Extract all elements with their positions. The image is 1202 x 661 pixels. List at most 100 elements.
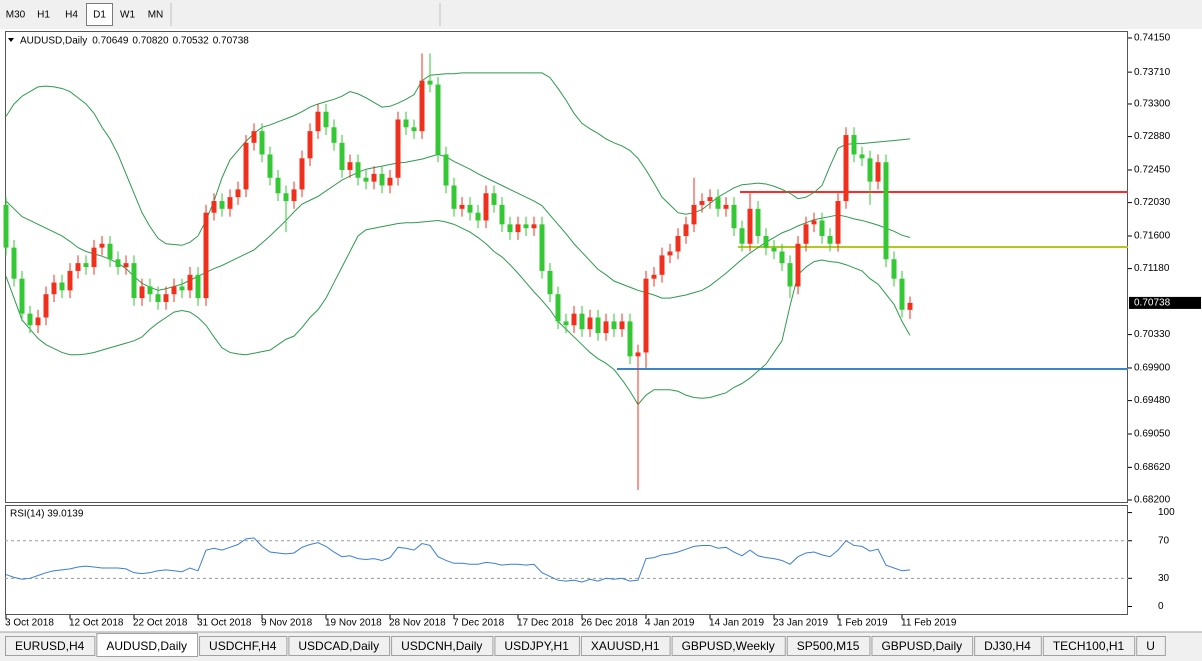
candle-body — [739, 228, 745, 244]
candle-body — [419, 80, 425, 132]
y-tick-label: 0.71600 — [1134, 231, 1171, 242]
candle-body — [715, 197, 721, 209]
candle-body — [435, 84, 441, 155]
symbol-tab-label[interactable]: DJ30,H4 — [984, 639, 1031, 653]
timeframe-label[interactable]: W1 — [120, 10, 135, 21]
candle-body — [363, 177, 369, 182]
candle-body — [531, 224, 537, 229]
symbol-tab-label[interactable]: EURUSD,H4 — [15, 639, 85, 653]
symbol-tab[interactable] — [96, 633, 199, 657]
symbol-tab-label[interactable]: U — [1146, 639, 1155, 653]
symbol-tab[interactable] — [974, 636, 1042, 656]
candle-body — [347, 162, 353, 170]
candle-body — [131, 263, 137, 299]
candle-body — [187, 274, 193, 291]
x-tick-label: 9 Nov 2018 — [261, 618, 313, 629]
candle-body — [619, 321, 625, 330]
symbol-tab[interactable] — [5, 636, 96, 656]
symbol-tab[interactable] — [288, 636, 391, 656]
y-tick-label: 0.74150 — [1134, 33, 1171, 44]
symbol-tab-label[interactable]: AUDUSD,Daily — [106, 639, 187, 653]
candle-body — [587, 317, 593, 330]
candle-body — [523, 224, 529, 229]
symbol-menu-icon[interactable] — [8, 38, 14, 42]
candle-body — [307, 131, 313, 159]
candle-body — [691, 204, 697, 225]
candle-body — [315, 111, 321, 132]
candle-body — [11, 247, 17, 279]
symbol-tab-label[interactable]: USDCNH,Daily — [401, 639, 482, 653]
candle-body — [35, 317, 41, 326]
x-tick-label: 11 Feb 2019 — [901, 618, 957, 629]
candle-body — [27, 313, 33, 326]
candle-body — [683, 224, 689, 236]
timeframe-button[interactable] — [142, 3, 169, 26]
symbol-tab-label[interactable]: USDCHF,H4 — [209, 639, 277, 653]
candle-body — [707, 197, 713, 202]
symbol-tab[interactable] — [871, 636, 974, 656]
symbol-tab-label[interactable]: XAUUSD,H1 — [591, 639, 660, 653]
symbol-tab-label[interactable]: GBPUSD,Daily — [881, 639, 962, 653]
candle-body — [203, 212, 209, 299]
candle-body — [771, 247, 777, 252]
symbol-tab[interactable] — [671, 636, 786, 656]
candle-body — [659, 255, 665, 275]
symbol-tab[interactable] — [1136, 636, 1166, 656]
candle-body — [427, 80, 433, 85]
candle-body — [571, 313, 577, 326]
timeframe-button[interactable] — [114, 3, 141, 26]
price-panel — [5, 31, 1128, 503]
timeframe-label[interactable]: D1 — [93, 10, 106, 21]
y-tick-label: 30 — [1158, 573, 1170, 584]
candle-body — [243, 142, 249, 190]
timeframe-button[interactable] — [2, 3, 29, 26]
candle-body — [51, 282, 57, 295]
x-tick-label: 19 Nov 2018 — [325, 618, 382, 629]
timeframe-button[interactable] — [30, 3, 57, 26]
candle-body — [251, 131, 257, 143]
ohlc-value: 0.70820 — [132, 36, 169, 47]
candle-body — [891, 259, 897, 279]
symbol-tab-label[interactable]: GBPUSD,Weekly — [682, 639, 775, 653]
candle-body — [43, 294, 49, 318]
candle-body — [603, 321, 609, 334]
symbol-tab[interactable] — [199, 636, 288, 656]
timeframe-label[interactable]: M30 — [6, 10, 26, 21]
bollinger-band — [5, 219, 911, 406]
candle-body — [755, 208, 761, 236]
current-price-label: 0.70738 — [1134, 298, 1171, 309]
candle-body — [627, 321, 633, 357]
candle-body — [403, 119, 409, 128]
y-tick-label: 0.72450 — [1134, 165, 1171, 176]
candle-body — [155, 294, 161, 302]
symbol-tab-label[interactable]: SP500,M15 — [797, 639, 860, 653]
chart-title: AUDUSD,Daily — [20, 36, 87, 47]
candle-body — [483, 193, 489, 221]
y-tick-label: 0.70330 — [1134, 329, 1171, 340]
symbol-tab[interactable] — [494, 636, 580, 656]
candle-body — [235, 189, 241, 198]
timeframe-label[interactable]: MN — [148, 10, 164, 21]
symbol-tab-label[interactable]: TECH100,H1 — [1053, 639, 1125, 653]
x-tick-label: 28 Nov 2018 — [389, 618, 446, 629]
timeframe-label[interactable]: H4 — [65, 10, 78, 21]
symbol-tab-label[interactable]: USDCAD,Daily — [298, 639, 379, 653]
symbol-tab[interactable] — [580, 636, 671, 656]
candle-body — [547, 270, 553, 295]
y-tick-label: 0 — [1158, 601, 1164, 612]
candle-body — [811, 220, 817, 225]
candle-body — [331, 127, 337, 143]
symbol-tab[interactable] — [786, 636, 871, 656]
symbol-tab-label[interactable]: USDJPY,H1 — [504, 639, 569, 653]
candle-body — [595, 317, 601, 334]
candle-body — [67, 270, 73, 291]
timeframe-label[interactable]: H1 — [37, 10, 50, 21]
timeframe-button[interactable] — [86, 3, 113, 26]
symbol-tab[interactable] — [391, 636, 494, 656]
symbol-tab[interactable] — [1042, 636, 1136, 656]
candle-body — [675, 235, 681, 252]
timeframe-button[interactable] — [58, 3, 85, 26]
candle-body — [115, 259, 121, 268]
candle-body — [411, 127, 417, 132]
candle-body — [883, 162, 889, 260]
